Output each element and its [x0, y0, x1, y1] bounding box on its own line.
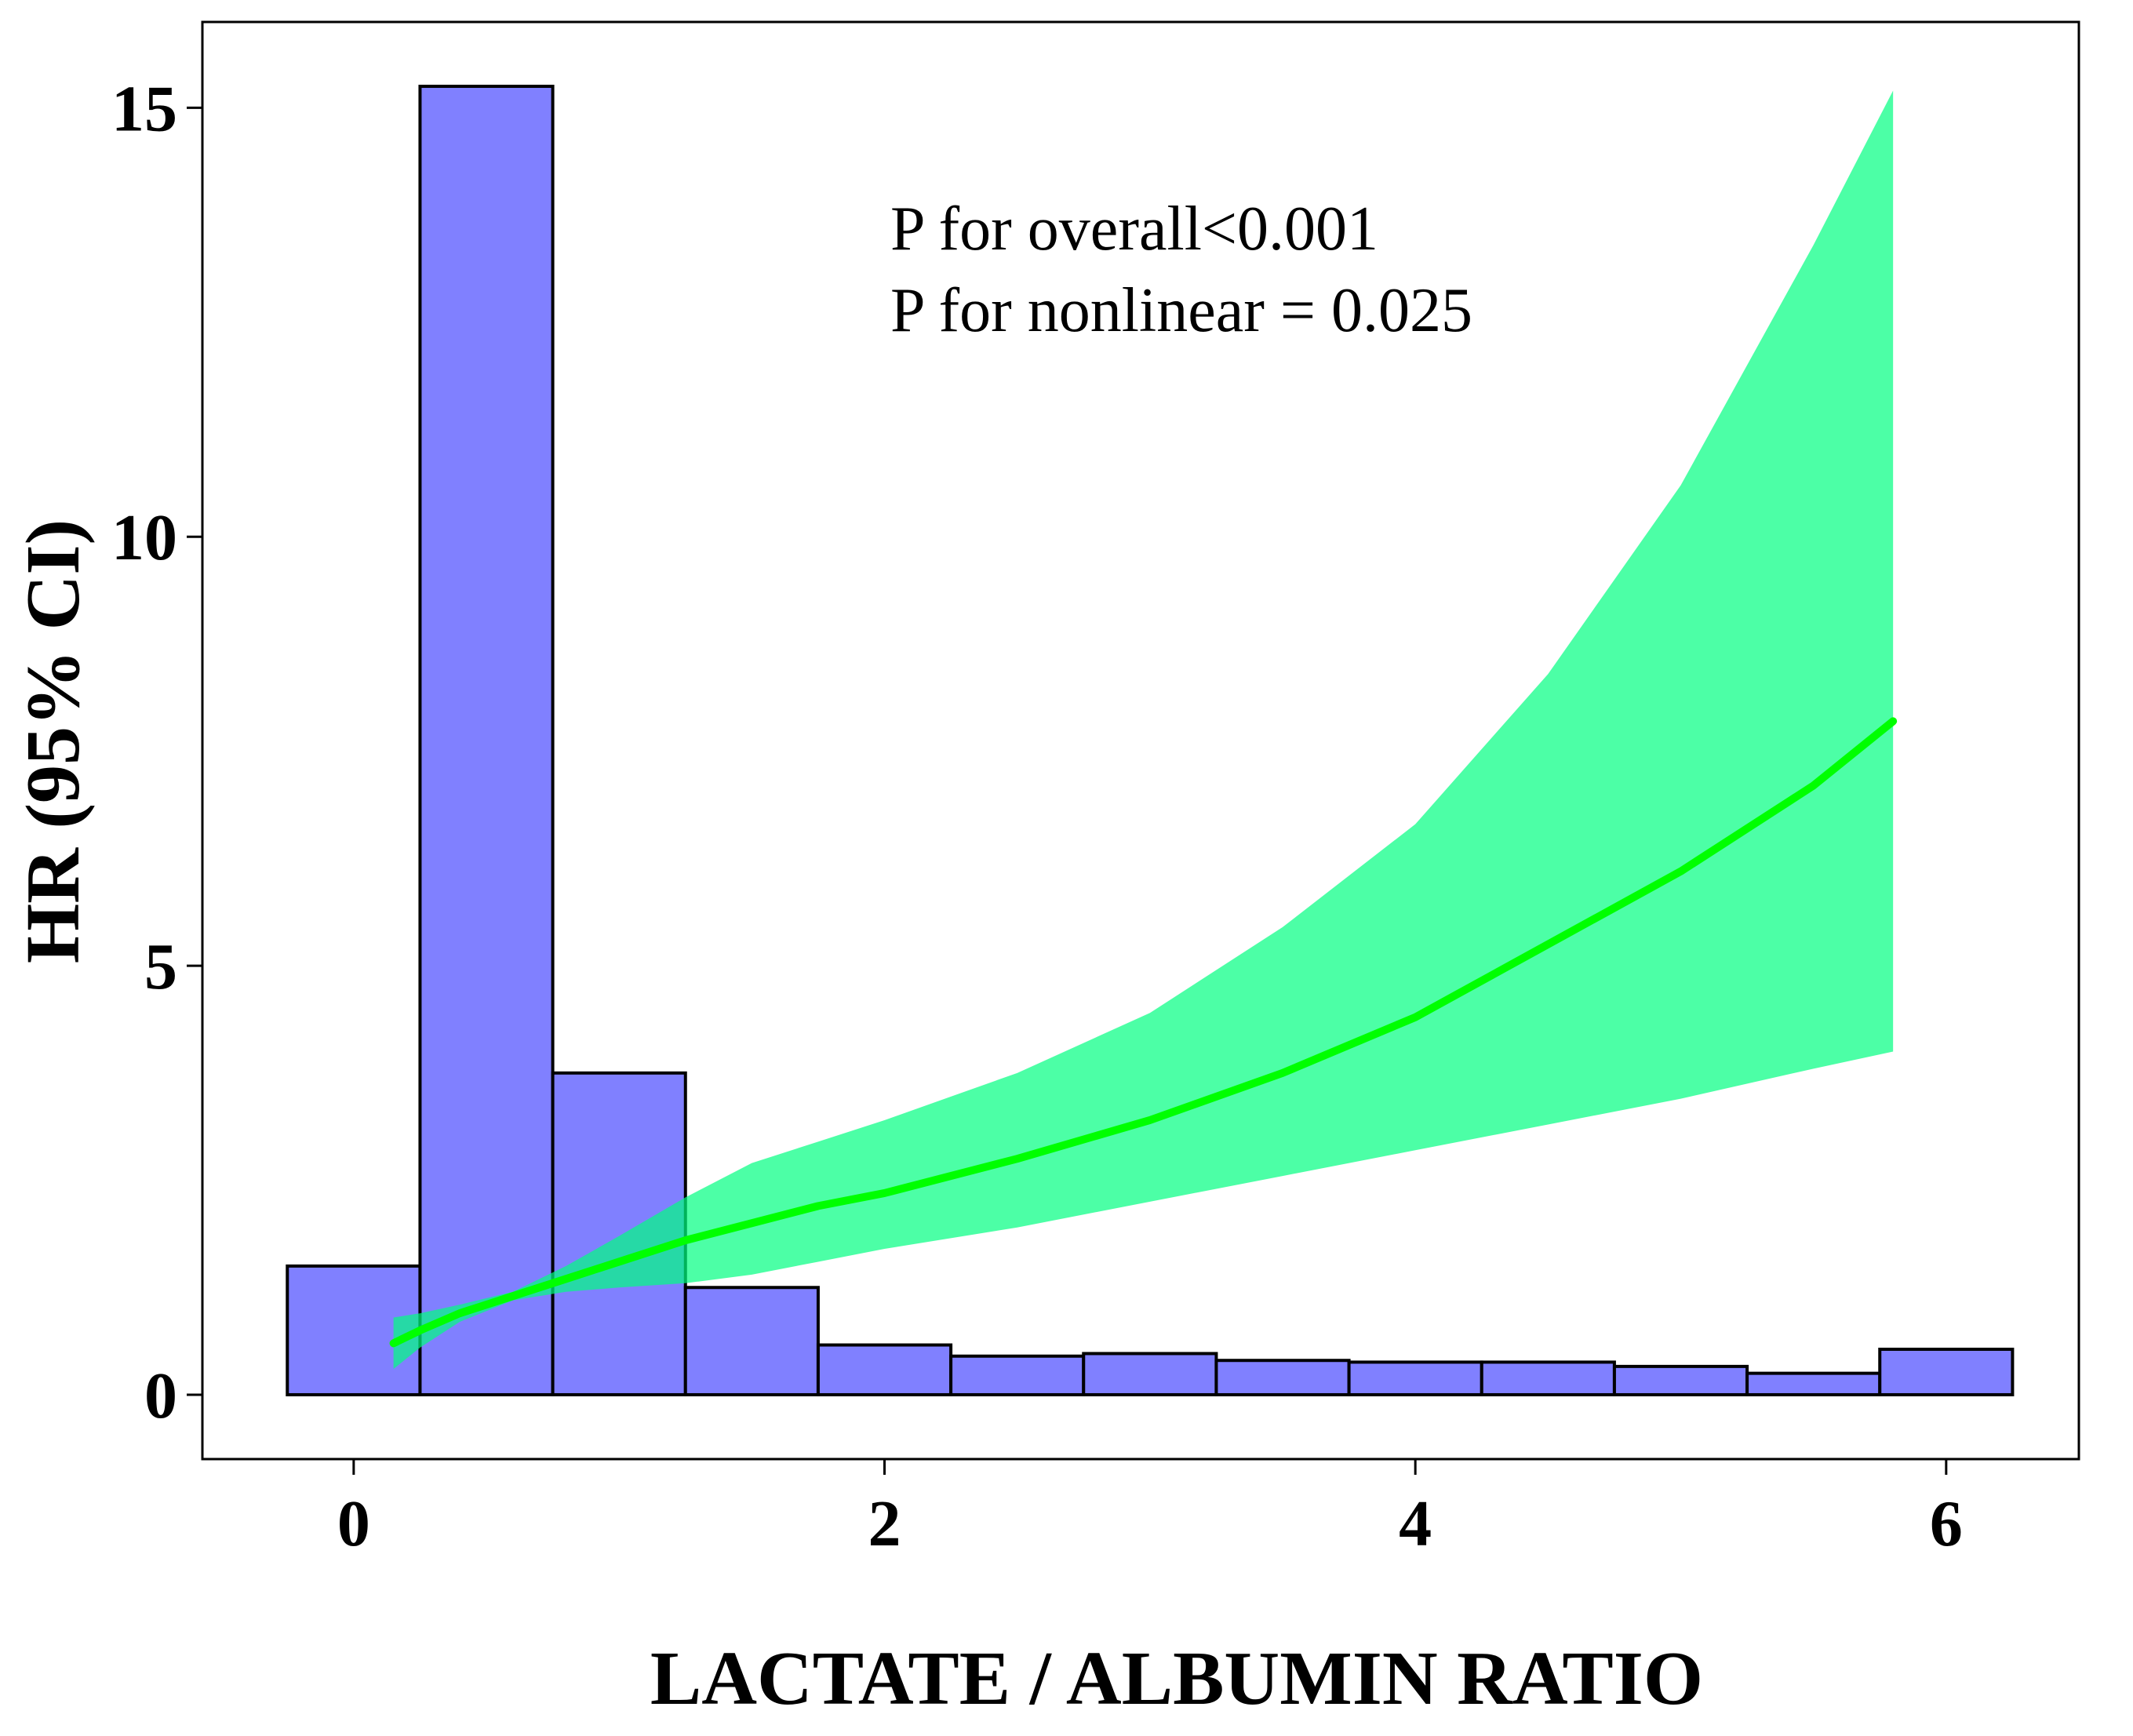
histogram-bar	[1480, 1360, 1616, 1396]
y-axis: 0 5 10 15	[111, 72, 202, 1432]
histogram-bar	[1745, 1371, 1882, 1396]
hr-curve-layer	[389, 717, 1898, 1348]
histogram-bar	[949, 1354, 1086, 1396]
histogram-bar	[1612, 1364, 1749, 1396]
y-axis-title: HR (95% CI)	[11, 519, 96, 963]
confidence-band-layer	[393, 90, 1894, 1370]
x-tick-label: 0	[337, 1487, 370, 1560]
annotation-p-overall: P for overall<0.001	[890, 195, 1378, 264]
confidence-band	[393, 90, 1894, 1370]
hr-curve	[389, 717, 1898, 1348]
x-tick-label: 4	[1399, 1487, 1432, 1560]
plot-panel-border	[201, 20, 2080, 1461]
annotation-p-nonlinear: P for nonlinear = 0.025	[890, 276, 1472, 345]
y-tick-label: 0	[144, 1359, 177, 1432]
histogram-bar	[1082, 1352, 1218, 1396]
histogram-bar	[683, 1286, 820, 1396]
histogram-bar	[418, 85, 555, 1396]
y-tick-label: 5	[144, 930, 177, 1003]
histogram-bar	[1878, 1348, 2015, 1396]
histogram-bar	[816, 1343, 953, 1396]
y-tick-label: 10	[111, 501, 177, 574]
x-tick-label: 2	[868, 1487, 901, 1560]
x-axis-title: LACTATE / ALBUMIN RATIO	[650, 1636, 1703, 1721]
x-axis: 0 2 4 6	[337, 1459, 1963, 1560]
x-tick-label: 6	[1930, 1487, 1963, 1560]
histogram-bar	[1214, 1359, 1351, 1396]
histogram-bar	[1347, 1360, 1483, 1396]
y-tick-label: 15	[111, 72, 177, 145]
